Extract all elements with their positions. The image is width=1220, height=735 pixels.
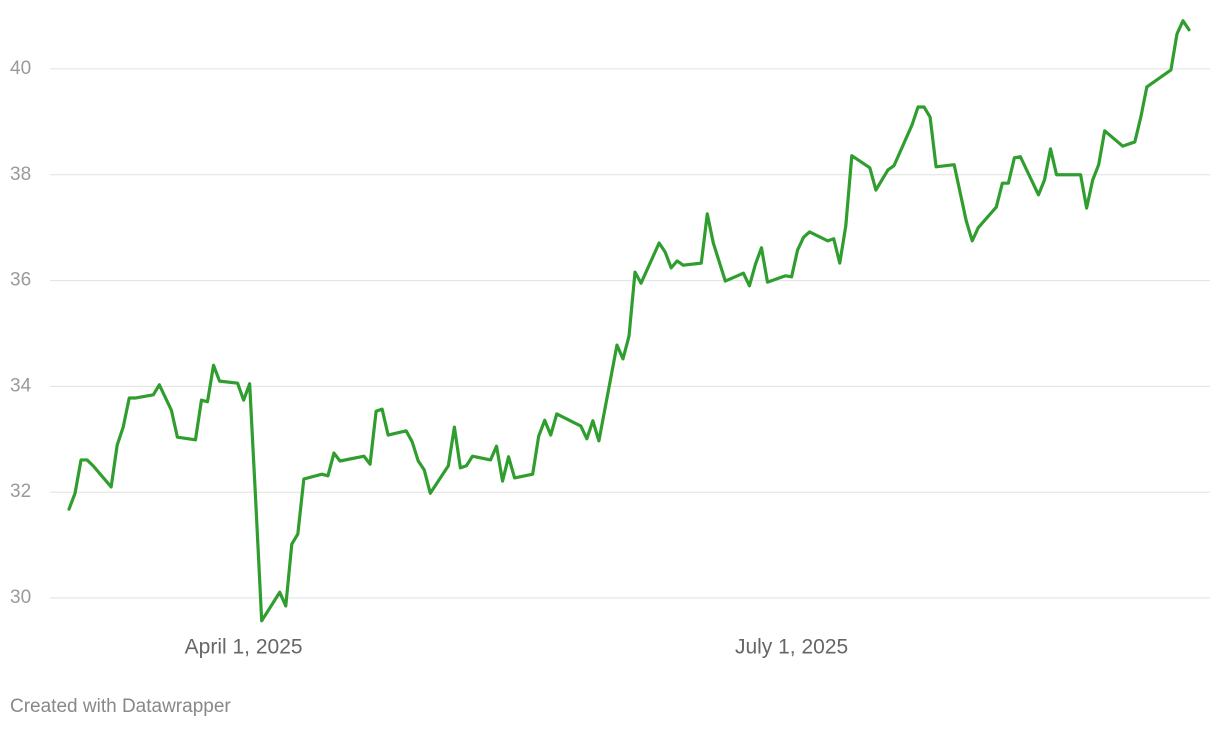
x-tick-label: July 1, 2025 bbox=[735, 636, 848, 659]
y-tick-label: 34 bbox=[10, 375, 32, 396]
y-tick-label: 36 bbox=[10, 270, 31, 291]
y-tick-label: 38 bbox=[10, 164, 31, 185]
footer: Created with Datawrapper bbox=[10, 696, 231, 717]
y-tick-label: 32 bbox=[10, 481, 31, 502]
line bbox=[67, 19, 1191, 623]
x-tick-label: April 1, 2025 bbox=[185, 636, 303, 659]
y-tick-label: 30 bbox=[10, 587, 31, 608]
y-tick-label: 40 bbox=[10, 58, 31, 79]
